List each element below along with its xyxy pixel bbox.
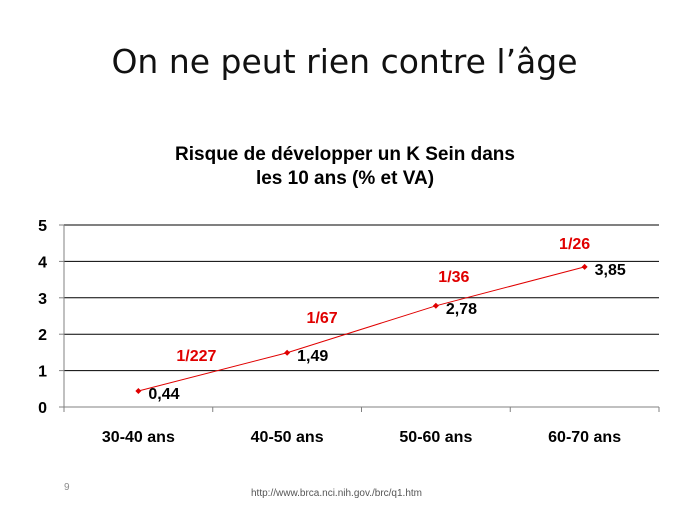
data-label: 2,78: [446, 301, 477, 318]
y-tick-label: 5: [38, 218, 47, 235]
x-tick-label: 50-60 ans: [399, 429, 472, 446]
x-tick-labels: 30-40 ans 40-50 ans 50-60 ans 60-70 ans: [102, 429, 621, 446]
source-url: http://www.brca.nci.nih.gov./brc/q1.htm: [251, 488, 423, 499]
slide-title: On ne peut rien contre l’âge: [111, 42, 578, 81]
chart-container: Risque de développer un K Sein dans les 1…: [0, 130, 689, 460]
series-line: [135, 263, 588, 394]
data-point: [581, 263, 588, 270]
series-line-path: [138, 266, 585, 392]
data-point: [284, 349, 291, 356]
chart-title-line: les 10 ans (% et VA): [256, 168, 434, 189]
grid-lines: [64, 224, 659, 372]
data-labels: 0,44 1,49 2,78 3,85: [148, 262, 625, 403]
y-tick-label: 3: [38, 291, 47, 308]
x-tick-label: 30-40 ans: [102, 429, 175, 446]
annotations: 1/227 1/67 1/36 1/26: [176, 236, 590, 365]
x-tick-label: 40-50 ans: [251, 429, 324, 446]
data-point: [135, 387, 142, 394]
ratio-annotation: 1/227: [176, 348, 216, 365]
y-tick-label: 1: [38, 364, 47, 381]
y-tick-label: 4: [38, 254, 47, 271]
data-label: 0,44: [148, 386, 179, 403]
axes: [59, 224, 660, 412]
y-tick-label: 0: [38, 400, 47, 417]
data-label: 1,49: [297, 348, 328, 365]
ratio-annotation: 1/36: [438, 269, 469, 286]
data-point: [432, 302, 439, 309]
y-tick-labels: 0 1 2 3 4 5: [38, 218, 47, 417]
ratio-annotation: 1/26: [559, 236, 590, 253]
chart-svg: Risque de développer un K Sein dans les 1…: [38, 144, 660, 446]
ratio-annotation: 1/67: [307, 310, 338, 327]
chart-title: Risque de développer un K Sein dans les 1…: [175, 144, 515, 189]
slide-number: 9: [64, 482, 70, 493]
data-label: 3,85: [595, 262, 626, 279]
chart-title-line: Risque de développer un K Sein dans: [175, 144, 515, 165]
y-tick-label: 2: [38, 327, 47, 344]
x-tick-label: 60-70 ans: [548, 429, 621, 446]
